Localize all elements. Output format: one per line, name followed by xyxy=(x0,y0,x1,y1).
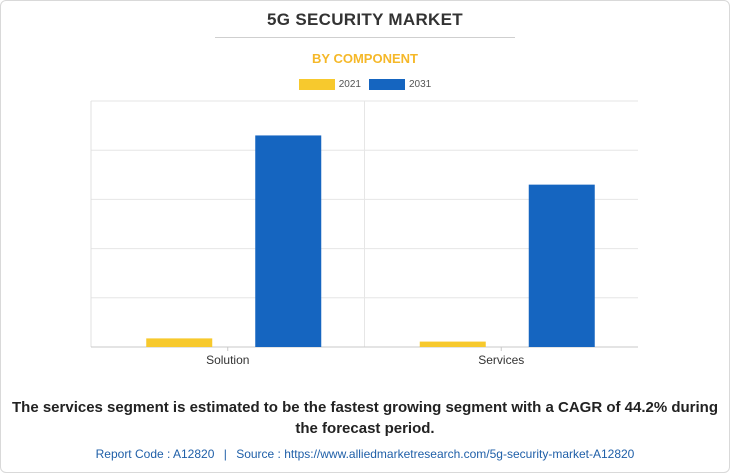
legend-item-2031[interactable]: 2031 xyxy=(369,79,431,90)
x-tick-label-services: Services xyxy=(478,353,524,367)
report-code: Report Code : A12820 xyxy=(95,447,215,461)
chart-footnote: The services segment is estimated to be … xyxy=(12,399,718,437)
bar-chart: Solution Services xyxy=(90,100,638,367)
legend-swatch-2031 xyxy=(369,79,405,90)
bar-2031-solution xyxy=(255,135,322,347)
legend-swatch-2021 xyxy=(298,79,335,90)
source-link[interactable]: Source : https://www.alliedmarketresearc… xyxy=(236,447,635,461)
legend-label-2031: 2031 xyxy=(409,79,432,90)
bar-2021-solution xyxy=(146,338,213,347)
source-separator: | xyxy=(223,447,227,461)
bar-2031-services xyxy=(528,184,595,347)
source-line: Report Code : A12820 | Source : https://… xyxy=(0,447,730,461)
title-divider xyxy=(215,37,515,38)
x-tick-label-solution: Solution xyxy=(206,353,249,367)
legend: 2021 2031 xyxy=(0,79,730,90)
bar-2021-services xyxy=(419,341,486,347)
legend-item-2021[interactable]: 2021 xyxy=(298,79,361,90)
chart-subtitle: BY COMPONENT xyxy=(312,51,418,66)
chart-title: 5G SECURITY MARKET xyxy=(267,10,463,29)
legend-label-2021: 2021 xyxy=(338,79,361,90)
